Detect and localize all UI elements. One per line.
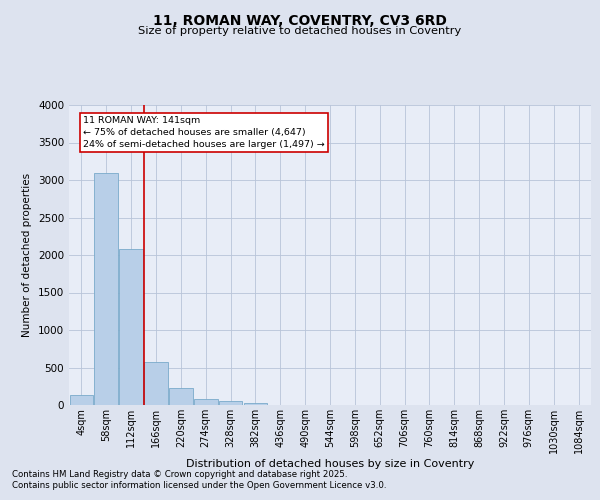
Bar xyxy=(94,172,118,405)
Text: 11, ROMAN WAY, COVENTRY, CV3 6RD: 11, ROMAN WAY, COVENTRY, CV3 6RD xyxy=(153,14,447,28)
Bar xyxy=(219,401,242,405)
X-axis label: Distribution of detached houses by size in Coventry: Distribution of detached houses by size … xyxy=(186,458,474,468)
Bar xyxy=(70,395,93,405)
Bar xyxy=(119,249,143,405)
Text: Contains HM Land Registry data © Crown copyright and database right 2025.: Contains HM Land Registry data © Crown c… xyxy=(12,470,347,479)
Y-axis label: Number of detached properties: Number of detached properties xyxy=(22,173,32,337)
Text: 11 ROMAN WAY: 141sqm
← 75% of detached houses are smaller (4,647)
24% of semi-de: 11 ROMAN WAY: 141sqm ← 75% of detached h… xyxy=(83,116,325,149)
Bar xyxy=(244,403,267,405)
Text: Contains public sector information licensed under the Open Government Licence v3: Contains public sector information licen… xyxy=(12,481,386,490)
Bar xyxy=(169,388,193,405)
Bar xyxy=(144,362,168,405)
Text: Size of property relative to detached houses in Coventry: Size of property relative to detached ho… xyxy=(139,26,461,36)
Bar xyxy=(194,400,218,405)
